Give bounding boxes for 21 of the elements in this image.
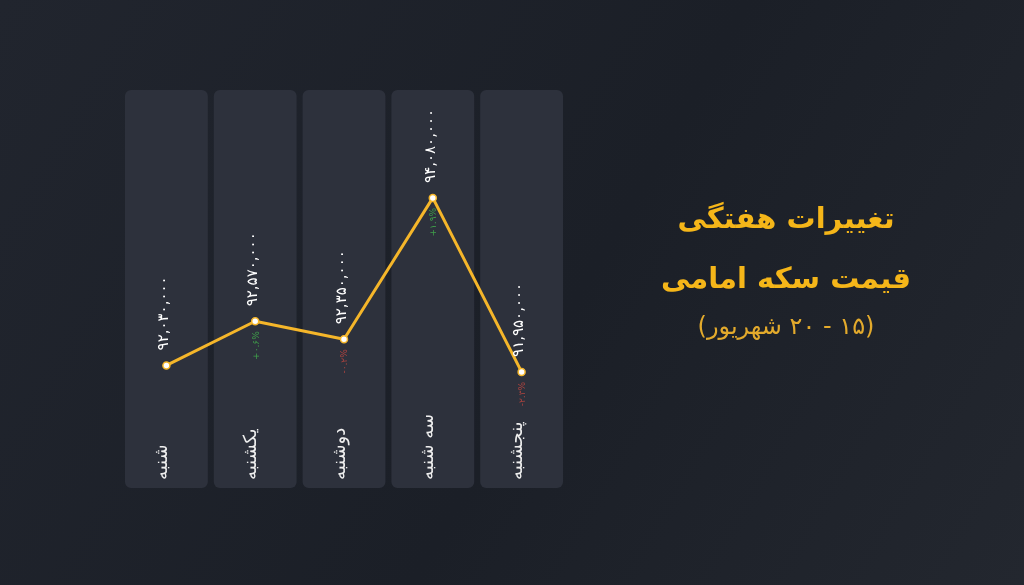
data-label: ۹۴,۰۸۰,۰۰۰ xyxy=(420,108,439,183)
data-label: ۹۲,۰۳۰,۰۰۰ xyxy=(154,276,173,351)
text: تغییرات هفتگی قیمت سکه امامی xyxy=(659,200,913,297)
data-label: ۹۱,۹۵۰,۰۰۰ xyxy=(509,282,528,357)
data-label: ۹۲,۵۷۰,۰۰۰ xyxy=(243,232,262,307)
point xyxy=(517,367,526,377)
point xyxy=(250,317,260,326)
x-tick-label: پنجشنبه xyxy=(505,421,528,480)
point xyxy=(339,334,349,344)
point xyxy=(162,361,171,370)
annotation: +۰.۶% xyxy=(250,330,261,360)
text: (۱۵ - ۲۰ شهریور) xyxy=(696,312,876,340)
x-tick-label: دوشنبه xyxy=(327,427,350,480)
annotation: +۱.۹% xyxy=(428,207,439,237)
x-tick-label: یکشنبه xyxy=(238,428,260,480)
x-tick-label: سه شنبه xyxy=(416,413,438,480)
point xyxy=(428,193,438,203)
annotation: -۰.۲% xyxy=(339,348,350,374)
annotation: -۲.۳% xyxy=(516,381,527,407)
data-label: ۹۲,۳۵۰,۰۰۰ xyxy=(331,250,350,325)
x-tick-label: شنبه xyxy=(150,444,172,480)
